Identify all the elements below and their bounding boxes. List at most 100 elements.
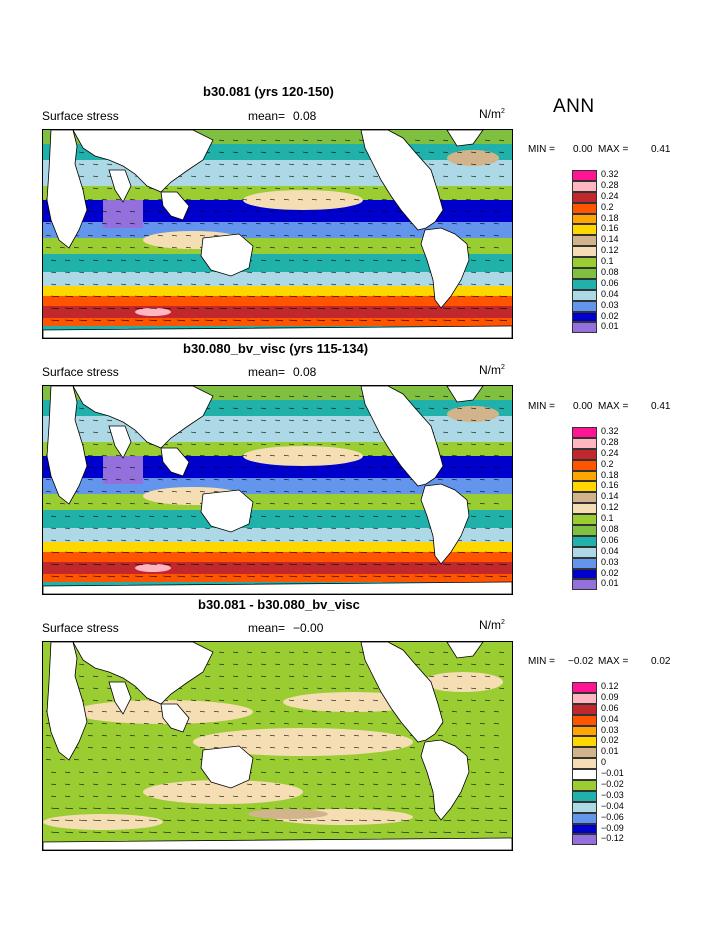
- legend-swatch: [572, 568, 597, 580]
- legend-label: 0.02: [601, 567, 619, 578]
- legend-swatch: [572, 246, 597, 258]
- legend-swatch: [572, 503, 597, 515]
- legend-swatch: [572, 289, 597, 301]
- panel-2-min-value: 0.00: [573, 401, 593, 412]
- panel-3-mean-value: −0.00: [293, 621, 324, 635]
- legend-label: 0.2: [601, 201, 614, 212]
- panel-3-max-value: 0.02: [651, 656, 671, 667]
- legend-label: 0.16: [601, 480, 619, 491]
- legend-swatch: [572, 546, 597, 558]
- panel-1-map: [42, 129, 513, 339]
- legend-swatch: [572, 834, 597, 846]
- legend-swatch: [572, 692, 597, 704]
- legend-swatch: [572, 758, 597, 770]
- land-australia: [200, 233, 254, 277]
- legend-label: 0.32: [601, 426, 619, 436]
- panel-1-mean-label: mean=: [248, 109, 286, 123]
- panel-1-title: b30.081 (yrs 120-150): [203, 84, 334, 99]
- legend-label: 0.03: [601, 299, 619, 310]
- land-europeAsia: [72, 386, 214, 449]
- season-label: ANN: [553, 96, 595, 117]
- legend-label: 0.24: [601, 447, 619, 458]
- panel-1-mean-value: 0.08: [293, 109, 317, 123]
- panel-3-mean-label: mean=: [248, 621, 286, 635]
- panel-1-units: N/m2: [479, 107, 505, 121]
- land-europeAsia: [72, 642, 214, 705]
- panel-3-title: b30.081 - b30.080_bv_visc: [198, 597, 360, 612]
- legend-swatch: [572, 780, 597, 791]
- panel-1-map-svg: [43, 130, 512, 338]
- land-americasN: [360, 130, 444, 231]
- legend-label: 0.14: [601, 491, 619, 502]
- land-masses: [43, 130, 512, 338]
- panel-1-min-value: 0.00: [573, 144, 593, 155]
- legend-label: −0.12: [601, 833, 624, 844]
- legend-label: 0.18: [601, 212, 619, 223]
- land-seasia: [160, 447, 190, 477]
- legend-swatch: [572, 470, 597, 482]
- legend-swatch: [572, 268, 597, 279]
- legend-label: 0.06: [601, 534, 619, 545]
- legend-label: 0.14: [601, 234, 619, 245]
- land-europeAsia: [72, 130, 214, 193]
- legend-swatch: [572, 579, 597, 591]
- legend-label: 0.01: [601, 321, 619, 332]
- legend-swatch: [572, 703, 597, 715]
- legend-swatch: [572, 311, 597, 323]
- land-seasia: [160, 703, 190, 733]
- land-americasS: [420, 227, 470, 309]
- legend-label: 0.02: [601, 310, 619, 321]
- land-seasia: [160, 191, 190, 221]
- panel-2-max-label: MAX =: [598, 401, 629, 412]
- land-australia: [200, 745, 254, 789]
- panel-2-max-value: 0.41: [651, 401, 671, 412]
- legend-swatch: [572, 437, 597, 449]
- legend-label: 0.09: [601, 691, 619, 702]
- legend-label: 0.12: [601, 245, 619, 256]
- land-americasS: [420, 739, 470, 821]
- legend-swatch: [572, 257, 597, 269]
- land-india: [108, 169, 132, 203]
- legend-swatch: [572, 714, 597, 726]
- legend-label: 0.32: [601, 169, 619, 179]
- legend-swatch: [572, 459, 597, 471]
- land-africa: [46, 642, 88, 761]
- legend-label: 0.03: [601, 556, 619, 567]
- legend-label: 0.24: [601, 190, 619, 201]
- legend-swatch: [572, 535, 597, 547]
- panel-3-units: N/m2: [479, 618, 505, 632]
- land-masses: [43, 386, 512, 594]
- panel-1-variable: Surface stress: [42, 109, 119, 123]
- panel-2-mean-label: mean=: [248, 365, 286, 379]
- land-greenland: [446, 642, 484, 659]
- legend-swatch: [572, 682, 597, 693]
- legend-swatch: [572, 492, 597, 504]
- panel-1-max-label: MAX =: [598, 144, 629, 155]
- legend-swatch: [572, 213, 597, 225]
- legend-swatch: [572, 235, 597, 247]
- legend-label: 0.04: [601, 713, 619, 724]
- legend-label: 0.12: [601, 681, 619, 691]
- legend-swatch: [572, 823, 597, 835]
- land-australia: [200, 489, 254, 533]
- panel-2-map-svg: [43, 386, 512, 594]
- panel-3-min-label: MIN =: [528, 656, 555, 667]
- legend-label: −0.04: [601, 800, 624, 811]
- legend-label: 0.08: [601, 524, 619, 535]
- legend-label: 0.01: [601, 746, 619, 757]
- legend-swatch: [572, 202, 597, 214]
- panel-3-map-svg: [43, 642, 512, 850]
- legend-label: −0.02: [601, 779, 624, 790]
- legend-label: 0.2: [601, 458, 614, 469]
- legend-swatch: [572, 180, 597, 192]
- legend-label: 0.08: [601, 267, 619, 278]
- land-greenland: [446, 130, 484, 147]
- panel-3-max-label: MAX =: [598, 656, 629, 667]
- legend-label: 0.03: [601, 724, 619, 735]
- legend-label: 0.28: [601, 179, 619, 190]
- land-india: [108, 681, 132, 715]
- legend-swatch: [572, 170, 597, 181]
- land-americasN: [360, 642, 444, 743]
- legend-label: 0.01: [601, 578, 619, 589]
- land-americasN: [360, 386, 444, 487]
